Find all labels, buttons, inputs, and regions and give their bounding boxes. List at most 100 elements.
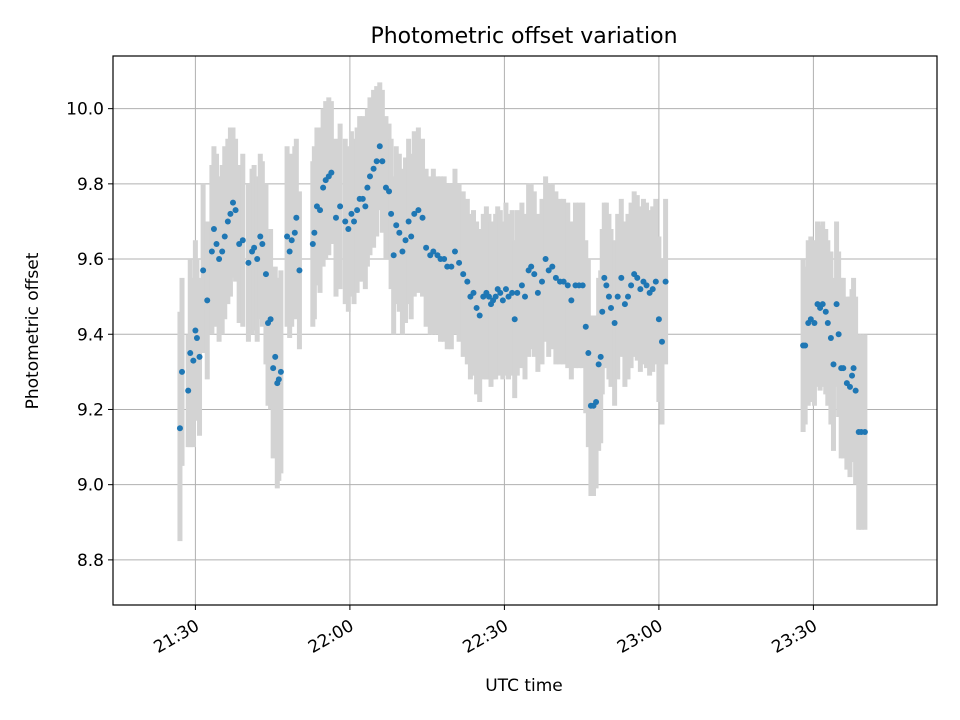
y-tick-label: 9.0	[77, 476, 104, 496]
data-point	[833, 301, 840, 308]
data-point	[376, 143, 383, 150]
data-point	[254, 256, 261, 263]
data-point	[430, 248, 437, 255]
data-point	[464, 278, 471, 285]
data-point	[216, 256, 223, 263]
data-point	[637, 286, 644, 293]
y-tick-label: 9.6	[77, 250, 104, 270]
data-point	[179, 368, 186, 375]
data-point	[270, 365, 277, 372]
data-point	[593, 398, 600, 405]
data-point	[652, 278, 659, 285]
data-point	[200, 267, 207, 274]
data-point	[807, 316, 814, 323]
data-point	[196, 353, 203, 360]
data-point	[819, 301, 826, 308]
data-point	[219, 248, 226, 255]
data-point	[499, 297, 506, 304]
y-axis-label: Photometric offset	[23, 252, 43, 409]
data-point	[582, 323, 589, 330]
x-tick-label: 23:00	[614, 616, 666, 658]
data-point	[827, 335, 834, 342]
y-tick-label: 9.4	[77, 325, 104, 345]
y-tick-label: 8.8	[77, 551, 104, 571]
data-point	[390, 252, 397, 259]
data-point	[309, 241, 316, 248]
data-point	[236, 241, 243, 248]
data-point	[275, 376, 282, 383]
data-point	[348, 210, 355, 217]
data-point	[505, 293, 512, 300]
data-point	[370, 165, 377, 172]
data-point	[204, 297, 211, 304]
data-point	[364, 184, 371, 191]
data-point	[585, 350, 592, 357]
data-point	[852, 387, 859, 394]
data-point	[320, 184, 327, 191]
data-point	[221, 233, 228, 240]
point-layer	[176, 143, 868, 436]
data-point	[473, 304, 480, 311]
data-point	[399, 248, 406, 255]
data-point	[564, 282, 571, 289]
data-point	[441, 256, 448, 263]
data-point	[824, 319, 831, 326]
data-point	[655, 316, 662, 323]
data-point	[528, 263, 535, 270]
x-tick-label: 22:00	[305, 616, 357, 658]
data-point	[662, 278, 669, 285]
x-tick-label: 22:30	[459, 616, 511, 658]
data-point	[366, 173, 373, 180]
data-point	[545, 267, 552, 274]
data-point	[257, 233, 264, 240]
data-point	[599, 308, 606, 315]
x-tick-layer: 21:30 22:00 22:30 23:00 23:30	[150, 605, 821, 658]
data-point	[568, 297, 575, 304]
data-point	[830, 361, 837, 368]
data-point	[643, 282, 650, 289]
data-point	[185, 387, 192, 394]
data-point	[402, 237, 409, 244]
data-point	[476, 312, 483, 319]
data-point	[415, 207, 422, 214]
data-point	[497, 289, 504, 296]
data-point	[514, 289, 521, 296]
data-point	[291, 229, 298, 236]
data-point	[351, 218, 358, 225]
y-tick-label: 9.8	[77, 175, 104, 195]
data-point	[538, 278, 545, 285]
chart-title: Photometric offset variation	[370, 24, 677, 49]
data-point	[531, 271, 538, 278]
data-point	[502, 286, 509, 293]
data-point	[423, 244, 430, 251]
data-point	[388, 210, 395, 217]
data-point	[460, 271, 467, 278]
data-point	[470, 289, 477, 296]
data-point	[379, 158, 386, 165]
data-point	[411, 210, 418, 217]
data-point	[658, 338, 665, 345]
data-point	[193, 335, 200, 342]
x-tick-label: 23:30	[768, 616, 820, 658]
data-point	[245, 259, 252, 266]
data-point	[802, 342, 809, 349]
y-tick-layer: 8.8 9.0 9.2 9.4 9.6 9.8 10.0	[66, 100, 113, 571]
data-point	[628, 282, 635, 289]
data-point	[840, 365, 847, 372]
data-point	[332, 214, 339, 221]
data-point	[618, 274, 625, 281]
data-point	[822, 308, 829, 315]
data-point	[286, 248, 293, 255]
data-point	[342, 218, 349, 225]
data-point	[224, 218, 231, 225]
data-point	[267, 316, 274, 323]
data-point	[634, 274, 641, 281]
data-point	[262, 271, 269, 278]
data-point	[552, 274, 559, 281]
data-point	[608, 304, 615, 311]
data-point	[511, 316, 518, 323]
data-point	[386, 188, 393, 195]
data-point	[579, 282, 586, 289]
data-point	[603, 282, 610, 289]
